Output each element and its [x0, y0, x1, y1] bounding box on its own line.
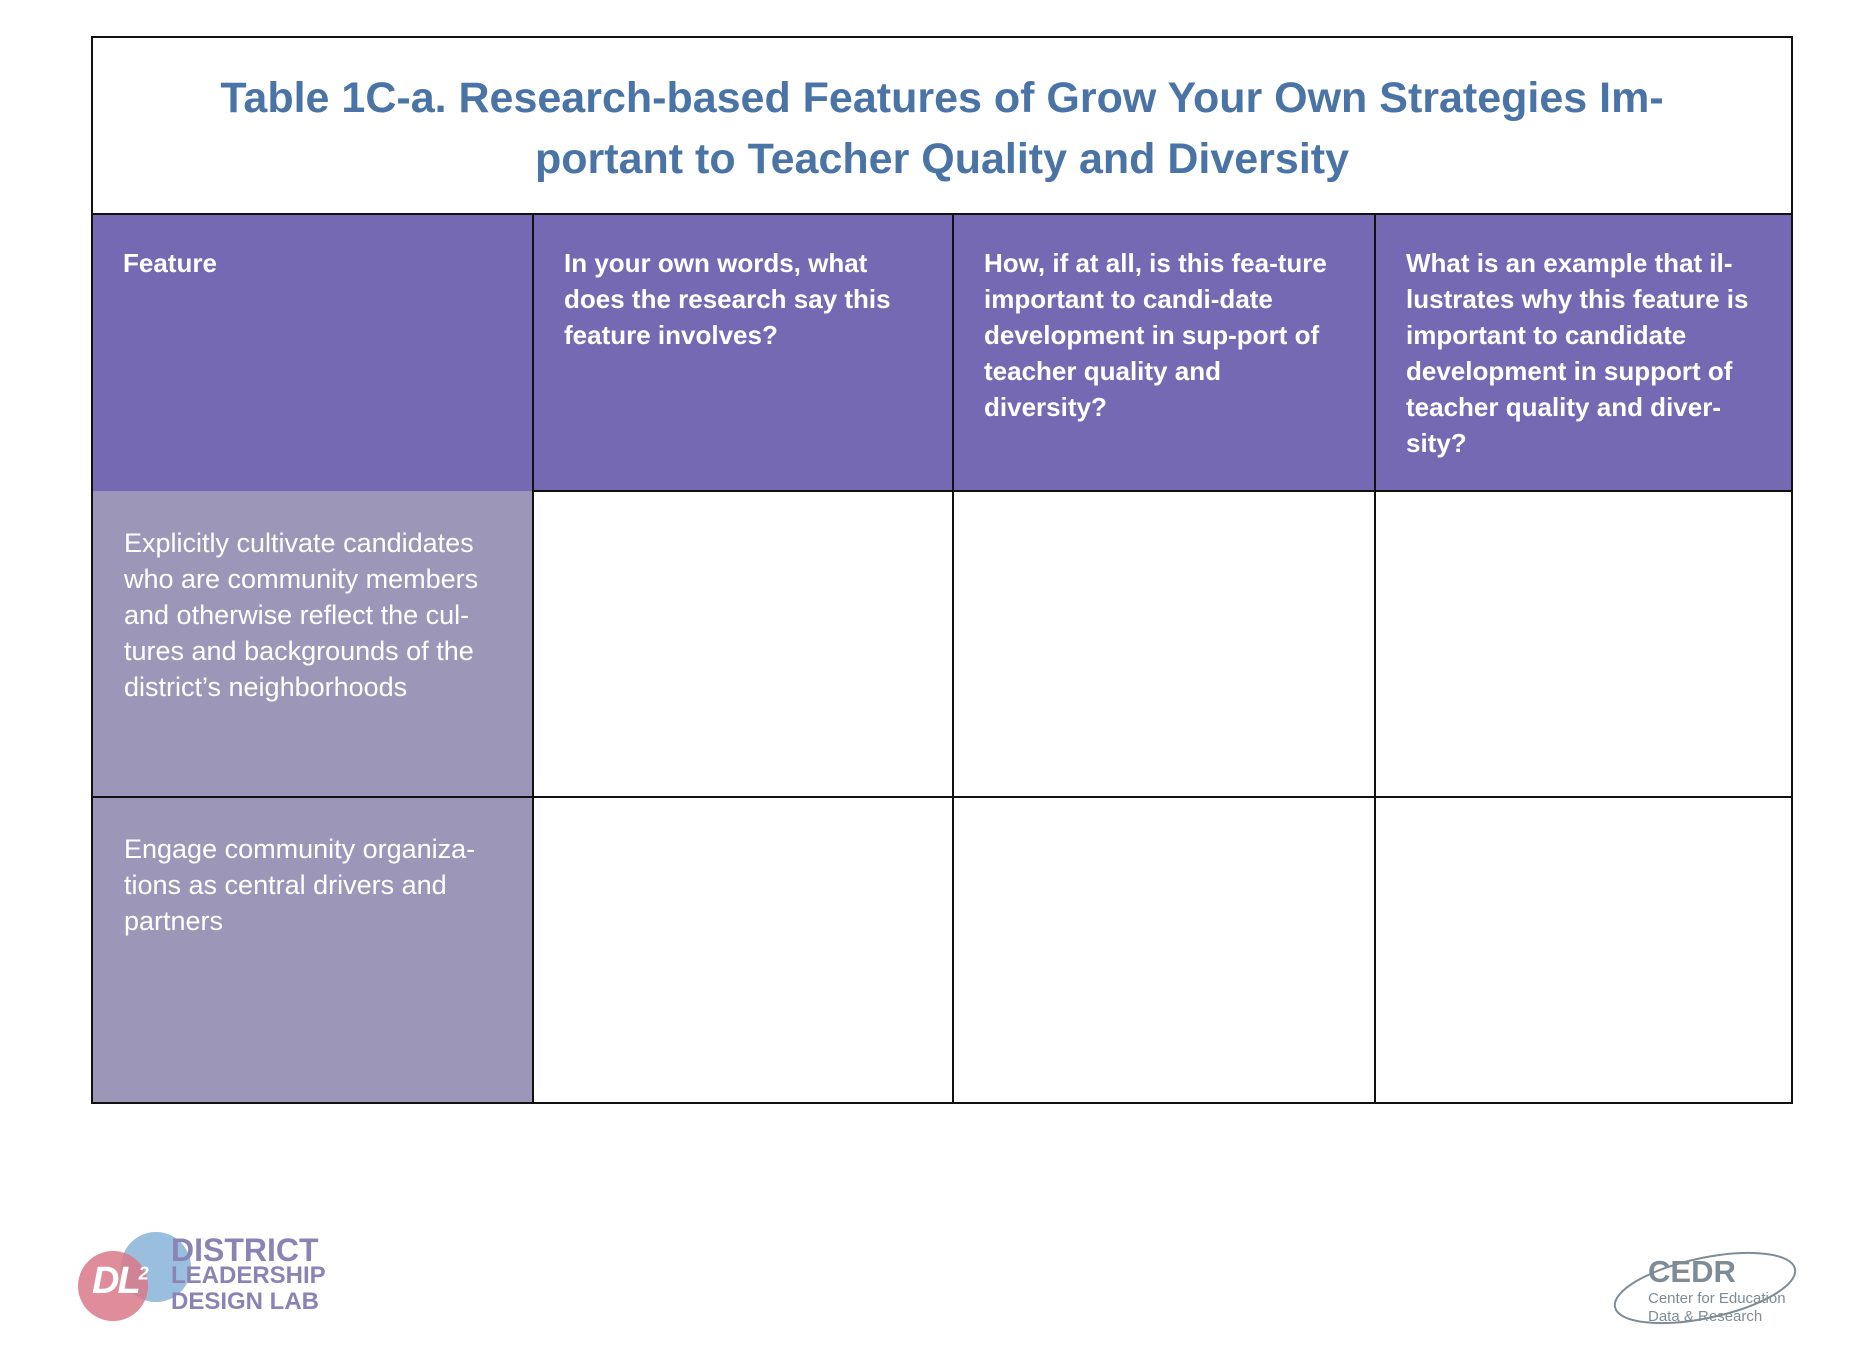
feature-cell: Engage community organiza-tions as centr…: [93, 797, 532, 1102]
feature-cell: Explicitly cultivate candidates who are …: [93, 491, 532, 797]
cedr-logo: CEDR Center for Education Data & Researc…: [1610, 1230, 1800, 1340]
district-leadership-design-lab-logo: DL2 DISTRICT LEADERSHIP DESIGN LAB: [78, 1232, 328, 1332]
column-header-feature: Feature: [93, 215, 532, 491]
column-divider: [1374, 215, 1376, 1102]
row-divider: [93, 796, 1791, 798]
answer-cell-example[interactable]: [1376, 493, 1791, 797]
column-header-research: In your own words, what does the researc…: [534, 215, 952, 491]
answer-cell-research[interactable]: [534, 799, 952, 1100]
table-title: Table 1C-a. Research-based Features of G…: [220, 73, 1664, 183]
column-header-example: What is an example that il-lustrates why…: [1376, 215, 1791, 491]
answer-cell-importance[interactable]: [954, 799, 1374, 1100]
cedr-name: CEDR: [1648, 1254, 1736, 1289]
row-divider: [532, 490, 1791, 492]
answer-cell-research[interactable]: [534, 493, 952, 797]
cedr-swoosh-icon: [1613, 1251, 1797, 1325]
column-header-importance: How, if at all, is this fea-ture importa…: [954, 215, 1374, 491]
table-title-bar: Table 1C-a. Research-based Features of G…: [93, 38, 1791, 215]
answer-cell-importance[interactable]: [954, 493, 1374, 797]
column-divider: [952, 215, 954, 1102]
dl2-mark: DL2: [92, 1260, 149, 1302]
table-grid: Feature In your own words, what does the…: [93, 215, 1791, 1102]
dl2-wordmark: DISTRICT LEADERSHIP DESIGN LAB: [171, 1232, 326, 1315]
cedr-subtitle: Center for Education Data & Research: [1648, 1290, 1786, 1325]
column-divider: [532, 215, 534, 1102]
features-table: Table 1C-a. Research-based Features of G…: [91, 36, 1793, 1104]
logo-circle-red: [78, 1251, 148, 1321]
answer-cell-example[interactable]: [1376, 799, 1791, 1100]
